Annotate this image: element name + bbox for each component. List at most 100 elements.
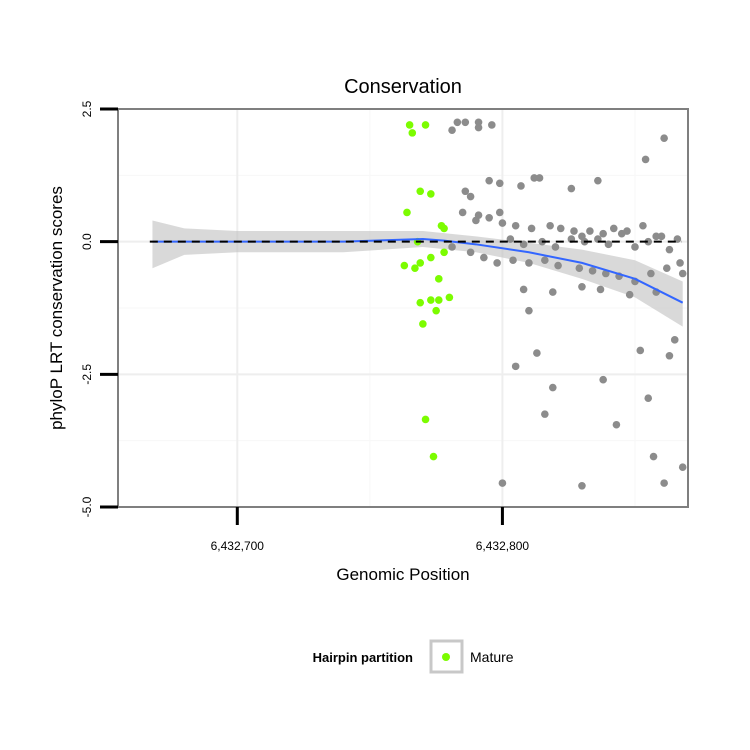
data-point-other	[485, 176, 493, 185]
data-point-other	[554, 261, 562, 270]
data-point-other	[461, 187, 470, 196]
data-point-mature	[427, 296, 435, 304]
y-tick-label: -2.5	[80, 364, 94, 385]
y-tick-label: -5.0	[80, 496, 94, 517]
data-point-other	[647, 269, 655, 278]
plot-border	[117, 108, 689, 508]
data-point-other	[660, 134, 668, 142]
data-point-other	[546, 221, 554, 230]
data-point-other	[644, 394, 653, 403]
legend-label-mature: Mature	[470, 649, 514, 665]
data-point-other	[511, 221, 520, 230]
data-point-other	[678, 269, 687, 278]
x-tick-label: 6,432,700	[211, 539, 265, 553]
data-point-other	[453, 118, 462, 127]
data-point-mature	[421, 415, 430, 424]
data-point-mature	[432, 306, 440, 315]
data-point-mature	[434, 296, 443, 304]
data-point-other	[665, 245, 674, 254]
data-point-other	[448, 243, 456, 251]
data-point-other	[474, 123, 483, 132]
y-axis-label: phyloP LRT conservation scores	[47, 186, 66, 430]
data-point-mature	[416, 259, 425, 267]
data-point-other	[660, 479, 668, 487]
data-point-mature	[411, 264, 419, 273]
data-point-other	[670, 336, 679, 344]
data-point-other	[498, 219, 507, 227]
data-point-other	[495, 179, 504, 188]
data-point-other	[548, 383, 557, 392]
data-point-mature	[416, 298, 425, 307]
data-point-other	[644, 237, 653, 246]
data-point-other	[586, 227, 594, 235]
data-point-other	[578, 282, 586, 291]
data-point-other	[567, 184, 576, 193]
data-point-other	[678, 463, 687, 472]
data-point-other	[609, 224, 618, 233]
data-point-other	[556, 224, 565, 233]
data-point-other	[599, 375, 607, 384]
data-point-other	[498, 479, 507, 487]
data-point-other	[617, 229, 626, 238]
data-point-mature	[440, 248, 448, 257]
data-point-mature	[429, 452, 438, 461]
data-point-other	[533, 349, 541, 357]
data-point-other	[541, 256, 549, 265]
data-point-other	[596, 285, 605, 294]
data-point-other	[575, 264, 584, 273]
data-point-other	[657, 232, 666, 241]
data-point-mature	[403, 208, 411, 217]
data-point-mature	[421, 121, 430, 129]
data-point-other	[641, 155, 650, 164]
y-axis: 2.5 0.0 -2.5 -5.0	[80, 100, 118, 517]
data-point-other	[639, 221, 647, 230]
data-point-mature	[434, 275, 443, 283]
data-point-mature	[437, 221, 446, 230]
data-point-other	[472, 216, 480, 225]
data-point-other	[480, 253, 488, 262]
data-point-other	[466, 248, 475, 257]
data-point-other	[548, 288, 557, 296]
data-point-other	[535, 174, 544, 182]
y-tick-label: 2.5	[80, 100, 94, 117]
data-point-other	[604, 240, 613, 249]
x-tick-label: 6,432,800	[476, 539, 530, 553]
data-point-mature	[427, 190, 435, 198]
data-point-other	[588, 267, 597, 275]
data-point-other	[578, 481, 586, 490]
confidence-ribbon	[152, 220, 683, 327]
data-point-other	[509, 256, 517, 265]
legend-marker-mature	[442, 653, 450, 661]
data-point-other	[612, 420, 621, 429]
data-point-other	[525, 259, 533, 267]
data-point-other	[652, 232, 660, 241]
data-point-other	[676, 259, 684, 267]
data-point-mature	[400, 261, 409, 270]
y-tick-label: 0.0	[80, 233, 94, 250]
data-point-other	[594, 176, 602, 185]
data-point-other	[519, 285, 528, 294]
data-point-other	[485, 213, 493, 222]
data-point-other	[662, 264, 671, 273]
legend: Hairpin partition Mature	[313, 639, 514, 674]
data-point-other	[631, 243, 639, 251]
data-point-other	[527, 224, 536, 233]
data-point-other	[458, 208, 467, 217]
data-point-mature	[445, 293, 454, 302]
data-point-other	[541, 410, 549, 418]
data-point-other	[495, 208, 504, 217]
data-point-other	[530, 174, 539, 182]
data-point-other	[649, 452, 658, 461]
data-point-other	[551, 243, 560, 251]
x-axis: 6,432,700 6,432,800	[211, 507, 530, 553]
data-point-other	[665, 351, 674, 360]
data-point-other	[599, 229, 607, 238]
data-point-other	[488, 121, 496, 129]
data-point-other	[517, 182, 525, 190]
data-point-other	[448, 126, 456, 135]
chart-title: Conservation	[344, 76, 462, 98]
data-point-other	[625, 290, 634, 299]
data-point-mature	[405, 121, 414, 129]
data-point-other	[570, 227, 578, 235]
